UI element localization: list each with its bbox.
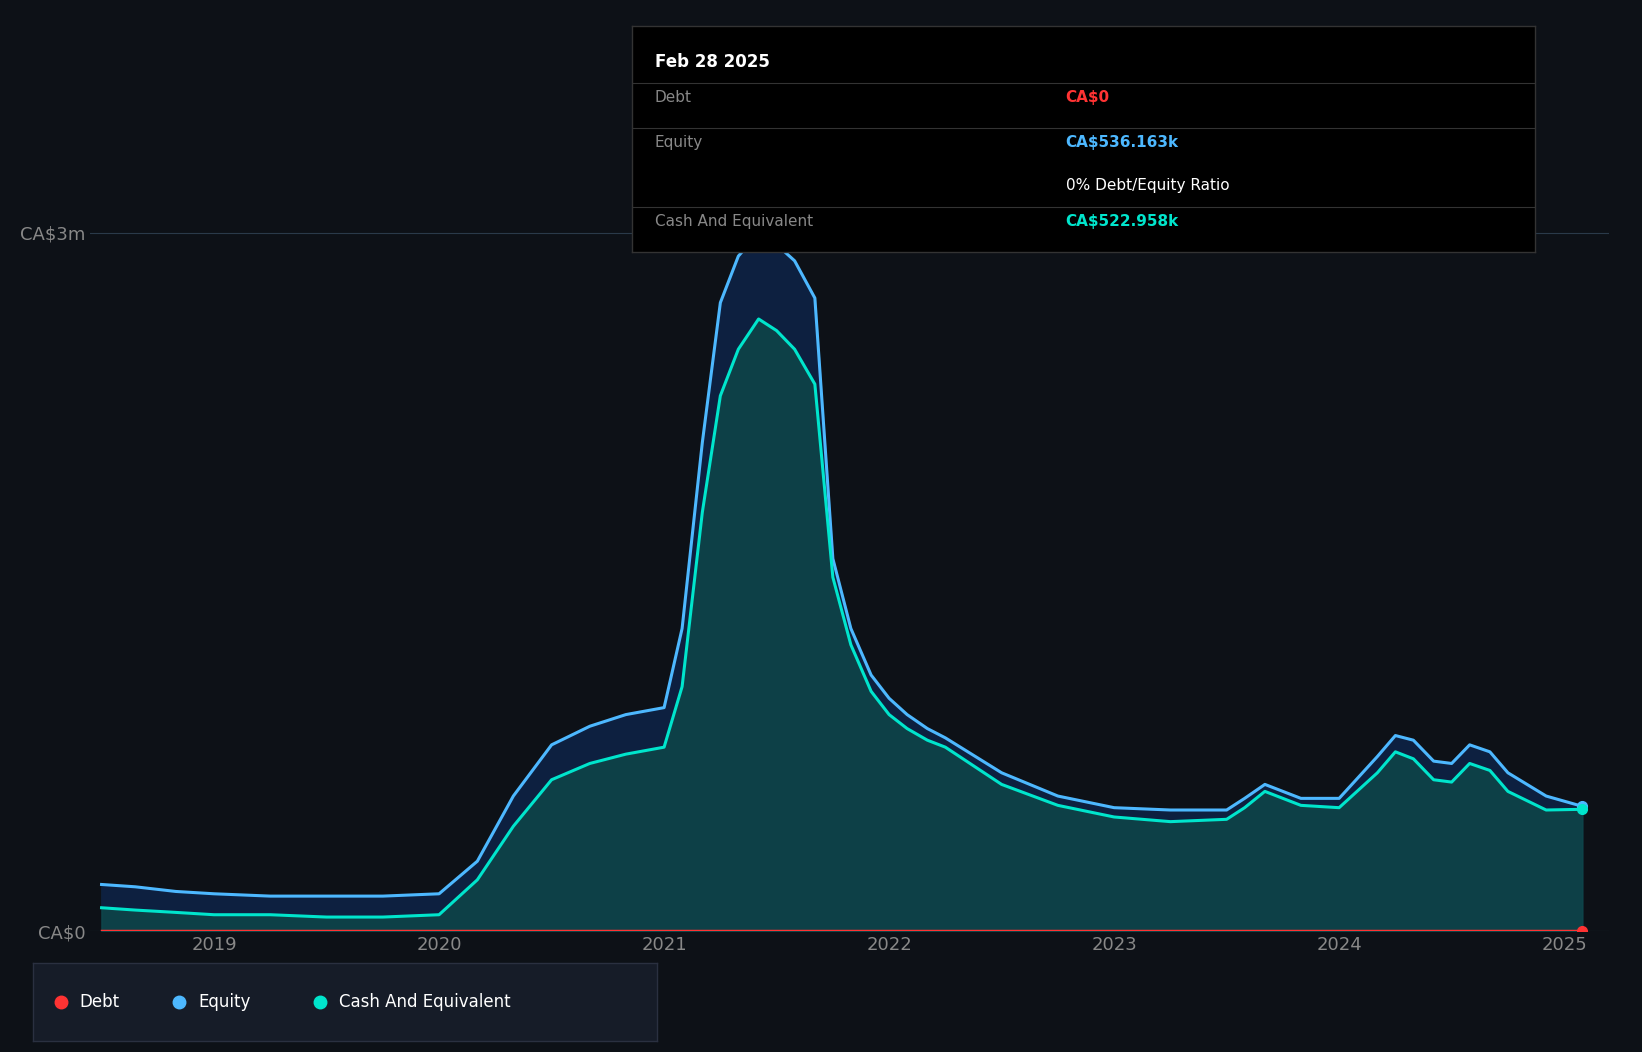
Text: Debt: Debt: [655, 89, 691, 104]
Text: Cash And Equivalent: Cash And Equivalent: [338, 993, 511, 1011]
Text: CA$536.163k: CA$536.163k: [1066, 135, 1179, 149]
Text: CA$0: CA$0: [1066, 89, 1110, 104]
Text: Cash And Equivalent: Cash And Equivalent: [655, 214, 813, 229]
Text: Feb 28 2025: Feb 28 2025: [655, 54, 770, 72]
Text: Debt: Debt: [80, 993, 120, 1011]
Text: CA$522.958k: CA$522.958k: [1066, 214, 1179, 229]
Text: 0% Debt/Equity Ratio: 0% Debt/Equity Ratio: [1066, 178, 1230, 193]
Text: Equity: Equity: [199, 993, 251, 1011]
Text: Equity: Equity: [655, 135, 703, 149]
